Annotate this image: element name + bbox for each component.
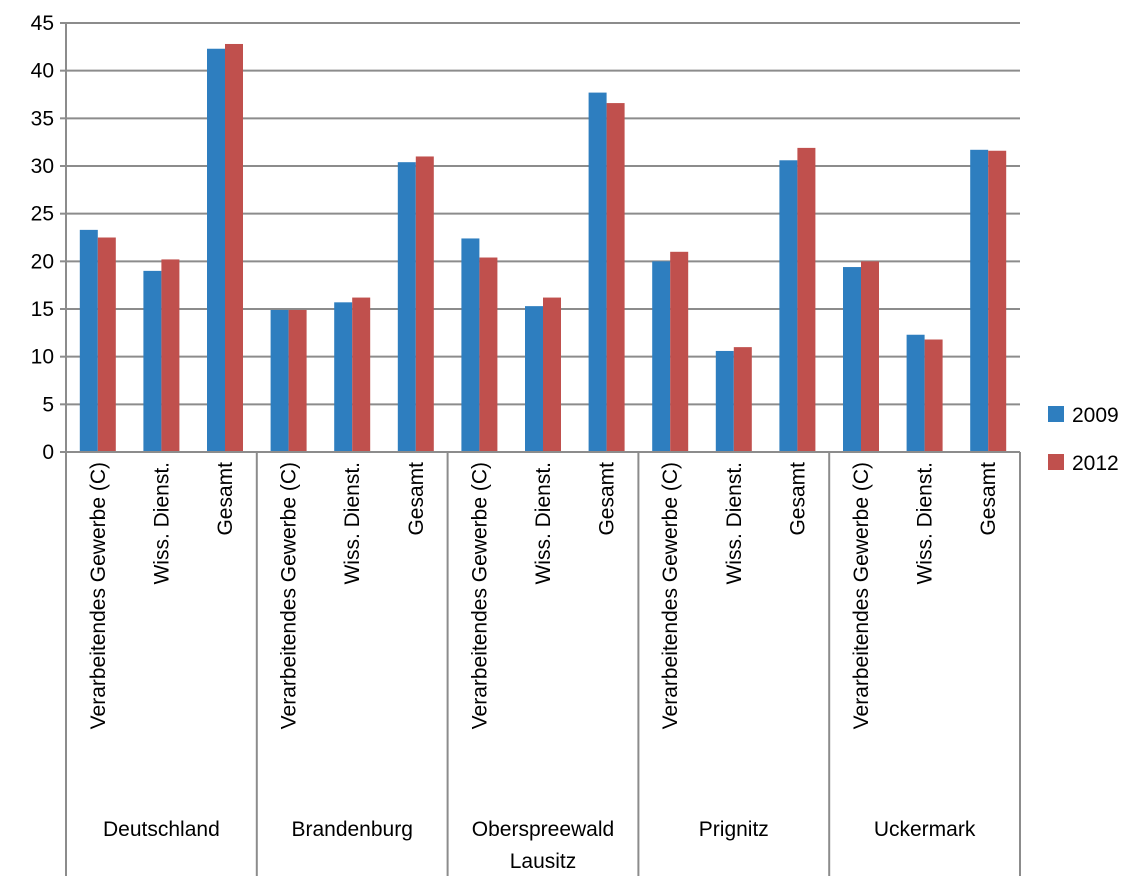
y-tick-label: 35 bbox=[31, 107, 54, 130]
x-category-label: Gesamt bbox=[977, 462, 1000, 536]
x-category-label: Gesamt bbox=[786, 462, 809, 536]
x-category-label: Gesamt bbox=[214, 462, 237, 536]
legend: 2009 2012 bbox=[1048, 404, 1119, 475]
bar-2012-1-0 bbox=[288, 309, 307, 452]
x-category-label: Verarbeitendes Gewerbe (C) bbox=[87, 462, 110, 729]
bar-2009-2-2 bbox=[588, 92, 607, 453]
x-category-label: Wiss. Dienst. bbox=[341, 462, 364, 585]
bar-2009-1-2 bbox=[397, 162, 416, 453]
y-tick-label: 40 bbox=[31, 60, 54, 83]
bar-2009-4-0 bbox=[843, 267, 861, 452]
bar-2009-3-2 bbox=[779, 160, 798, 452]
legend-swatch bbox=[1048, 454, 1064, 470]
bar-2012-4-0 bbox=[861, 261, 879, 452]
bar-2009-1-1 bbox=[334, 302, 353, 452]
x-category-label: Gesamt bbox=[596, 462, 619, 536]
bar-2009-3-1 bbox=[715, 350, 734, 452]
bar-2009-3-0 bbox=[652, 261, 671, 452]
x-category-label: Verarbeitendes Gewerbe (C) bbox=[850, 462, 873, 729]
bar-2009-1-0 bbox=[270, 309, 289, 452]
x-category-label: Verarbeitendes Gewerbe (C) bbox=[659, 462, 682, 729]
x-category-label: Gesamt bbox=[405, 462, 428, 536]
x-category-labels: Verarbeitendes Gewerbe (C) Wiss. Dienst. G… bbox=[87, 462, 1000, 873]
x-category-label: Wiss. Dienst. bbox=[150, 462, 173, 585]
bar-2009-0-1 bbox=[143, 270, 162, 452]
group-label: Lausitz bbox=[510, 850, 577, 873]
x-category-label: Verarbeitendes Gewerbe (C) bbox=[468, 462, 491, 729]
y-tick-label: 25 bbox=[31, 203, 54, 226]
bar-2012-4-2 bbox=[988, 150, 1007, 452]
y-tick-label: 10 bbox=[31, 346, 54, 369]
legend-label: 2012 bbox=[1072, 452, 1119, 475]
bars bbox=[79, 43, 1007, 453]
group-label: Brandenburg bbox=[291, 818, 412, 841]
group-label: Uckermark bbox=[874, 818, 976, 841]
bar-2009-0-0 bbox=[79, 229, 98, 452]
x-category-label: Wiss. Dienst. bbox=[723, 462, 746, 585]
x-category-label: Verarbeitendes Gewerbe (C) bbox=[278, 462, 301, 729]
bar-2009-4-1 bbox=[906, 334, 925, 452]
y-tick-label: 20 bbox=[31, 250, 54, 273]
bar-2009-0-2 bbox=[207, 48, 225, 453]
bar-2012-3-0 bbox=[670, 251, 689, 452]
bar-2012-3-1 bbox=[733, 347, 752, 452]
x-category-label: Wiss. Dienst. bbox=[532, 462, 555, 585]
bar-2012-0-2 bbox=[225, 43, 243, 453]
x-category-label: Wiss. Dienst. bbox=[914, 462, 937, 585]
legend-swatch bbox=[1048, 406, 1064, 422]
bar-2012-2-2 bbox=[606, 103, 625, 452]
y-tick-label: 45 bbox=[31, 12, 54, 35]
bar-2012-2-1 bbox=[543, 297, 561, 452]
group-label: Deutschland bbox=[103, 818, 220, 841]
y-tick-label: 5 bbox=[42, 393, 54, 416]
bar-2012-1-2 bbox=[415, 156, 434, 452]
bar-2009-4-2 bbox=[970, 149, 989, 452]
y-tick-label: 30 bbox=[31, 155, 54, 178]
group-label: Prignitz bbox=[699, 818, 769, 841]
y-tick-label: 15 bbox=[31, 298, 54, 321]
y-tick-labels: 0 5 10 15 20 25 30 35 40 45 bbox=[31, 12, 54, 464]
bar-2012-1-1 bbox=[352, 297, 371, 452]
y-tick-label: 0 bbox=[42, 441, 54, 464]
bar-2012-0-0 bbox=[97, 237, 116, 452]
bar-2012-2-0 bbox=[479, 257, 498, 452]
group-label: Oberspreewald bbox=[472, 818, 614, 841]
bar-2009-2-1 bbox=[525, 306, 543, 452]
bar-2012-3-2 bbox=[797, 147, 816, 453]
axes bbox=[60, 22, 1021, 876]
bar-2012-4-1 bbox=[924, 339, 943, 452]
legend-label: 2009 bbox=[1072, 404, 1119, 427]
bar-2009-2-0 bbox=[461, 238, 480, 452]
bar-2012-0-1 bbox=[161, 259, 180, 452]
